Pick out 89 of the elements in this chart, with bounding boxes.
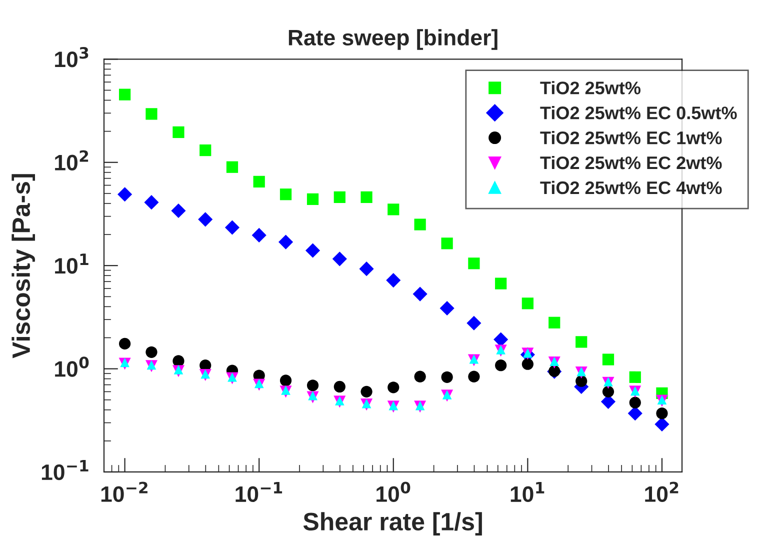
point [280, 374, 292, 386]
point [468, 258, 480, 270]
point [576, 375, 588, 387]
point [576, 366, 586, 376]
point [146, 360, 156, 370]
point [281, 386, 290, 395]
point [306, 193, 319, 205]
point [496, 345, 506, 354]
point [388, 382, 400, 394]
point [200, 144, 212, 156]
point [495, 360, 507, 372]
point [362, 398, 372, 408]
point [198, 212, 213, 227]
y-tick-label: 10$^{1}$ [55, 254, 88, 274]
point [118, 187, 132, 202]
point [388, 400, 398, 410]
point [172, 126, 184, 138]
y-tick-label: 10$^{3}$ [55, 47, 88, 68]
point [305, 243, 320, 258]
point [359, 262, 374, 276]
legend-label: TiO2 25wt% EC 4wt% [540, 180, 722, 194]
point [278, 234, 294, 250]
point [442, 390, 452, 400]
x-tick-label: 10$^{2}$ [645, 482, 678, 502]
point [628, 406, 642, 421]
point [466, 316, 482, 330]
y-tick-label: 10$^{−1}$ [42, 460, 88, 480]
point [386, 273, 401, 288]
x-tick-label: 10$^{1}$ [510, 482, 544, 502]
point [334, 396, 344, 406]
point [654, 416, 670, 432]
point [550, 356, 560, 366]
point [171, 203, 186, 218]
point [334, 380, 346, 393]
point [280, 188, 292, 200]
point [200, 369, 210, 379]
legend-label: TiO2 25wt% [540, 81, 640, 94]
point [226, 161, 238, 173]
point [118, 338, 131, 350]
point [469, 354, 479, 364]
legend-label: TiO2 25wt% EC 2wt% [540, 156, 722, 170]
x-tick-label: 10$^{0}$ [376, 482, 410, 502]
point [144, 195, 159, 210]
point [468, 370, 480, 382]
point [629, 371, 641, 383]
point [174, 365, 184, 374]
point [656, 408, 668, 420]
point [118, 88, 131, 100]
point [414, 218, 426, 230]
point [629, 396, 641, 408]
point [360, 191, 372, 203]
x-tick-label: 10$^{−1}$ [236, 482, 282, 502]
point [441, 238, 453, 250]
point [334, 191, 346, 203]
point [522, 298, 534, 310]
point [308, 390, 318, 400]
point [414, 370, 426, 382]
point [253, 176, 265, 188]
point [146, 108, 158, 120]
point [495, 278, 507, 290]
point [146, 346, 158, 358]
point [576, 336, 588, 348]
point [254, 378, 264, 388]
chart-title: Rate sweep [binder] [288, 29, 498, 50]
point [548, 316, 560, 328]
point [441, 371, 453, 383]
point [332, 252, 347, 266]
legend-label: TiO2 25wt% EC 0.5wt% [540, 106, 737, 120]
point [604, 377, 613, 386]
point [602, 354, 614, 366]
y-tick-label: 10$^{2}$ [55, 150, 88, 170]
point [602, 386, 614, 398]
point [388, 204, 400, 216]
point [252, 228, 266, 242]
legend-label: TiO2 25wt% EC 1wt% [540, 131, 722, 144]
point [415, 400, 425, 410]
x-axis-title: Shear rate [1/s] [303, 512, 482, 536]
y-tick-label: 10$^{0}$ [55, 356, 89, 377]
y-axis-title: Viscosity [Pa-s] [12, 174, 35, 358]
point [306, 380, 319, 392]
point [440, 300, 454, 316]
point [522, 358, 534, 370]
point [412, 286, 428, 302]
x-tick-label: 10$^{−2}$ [101, 482, 148, 502]
point [228, 372, 237, 382]
point [360, 386, 372, 398]
point [494, 332, 508, 347]
point [120, 358, 130, 368]
point [224, 220, 240, 235]
